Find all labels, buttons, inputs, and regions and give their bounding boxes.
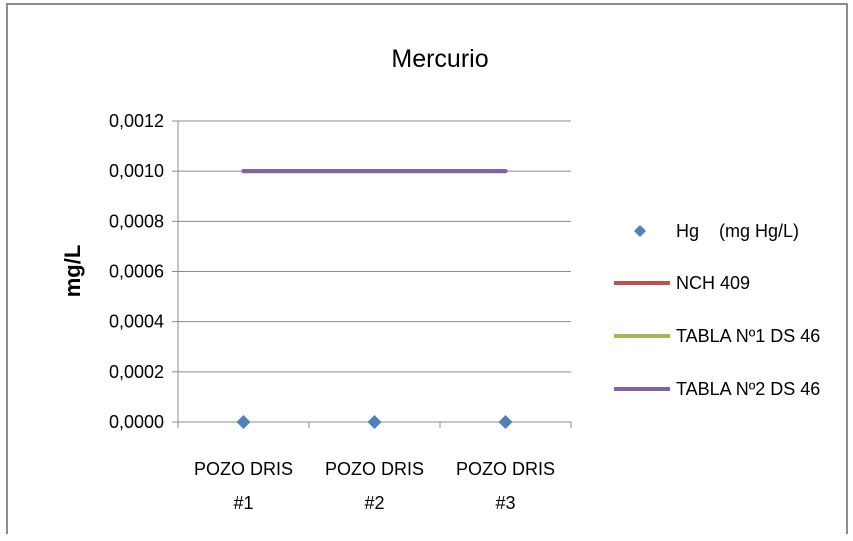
chart-svg: Mercurio mg/L 0,00000,00020,00040,00060,… (60, 45, 820, 513)
x-category-label: #2 (364, 493, 384, 513)
legend-label: TABLA Nº1 DS 46 (676, 326, 820, 346)
legend-marker-diamond (634, 225, 646, 237)
chart-title: Mercurio (391, 45, 488, 73)
legend-label: TABLA Nº2 DS 46 (676, 379, 820, 399)
legend: Hg (mg Hg/L) NCH 409 TABLA Nº1 DS 46 TABLA … (614, 221, 820, 399)
y-tick-label: 0,0004 (109, 312, 164, 332)
y-tick-label: 0,0000 (109, 412, 164, 432)
data-point-diamond (236, 415, 251, 429)
x-category-label: #3 (495, 493, 515, 513)
data-point-diamond (367, 415, 382, 429)
x-category-label: POZO DRIS (325, 459, 424, 479)
y-tick-label: 0,0010 (109, 161, 164, 181)
y-tick-labels: 0,0000 0,0002 0,0004 0,0006 0,0008 0,0010 0,00… (109, 111, 164, 432)
x-category-labels: POZO DRIS #1 POZO DRIS #2 POZO DRIS #3 (194, 459, 555, 513)
legend-label: Hg (mg Hg/L) (676, 221, 799, 241)
data-point-diamond (498, 415, 513, 429)
y-tick-label: 0,0008 (109, 211, 164, 231)
axes (172, 120, 572, 428)
x-category-label: #1 (233, 493, 253, 513)
y-tick-label: 0,0002 (109, 362, 164, 382)
legend-label: NCH 409 (676, 273, 750, 293)
chart-area: Mercurio mg/L 0,0000 0,0002 0,0004 0,0006 0,… (6, 3, 848, 534)
x-category-label: POZO DRIS (194, 459, 293, 479)
y-tick-label: 0,0012 (109, 111, 164, 131)
series-marks (236, 169, 513, 429)
x-category-label: POZO DRIS (456, 459, 555, 479)
gridlines (178, 120, 571, 373)
y-axis-label: mg/L (60, 245, 85, 298)
y-tick-label: 0,0006 (109, 262, 164, 282)
